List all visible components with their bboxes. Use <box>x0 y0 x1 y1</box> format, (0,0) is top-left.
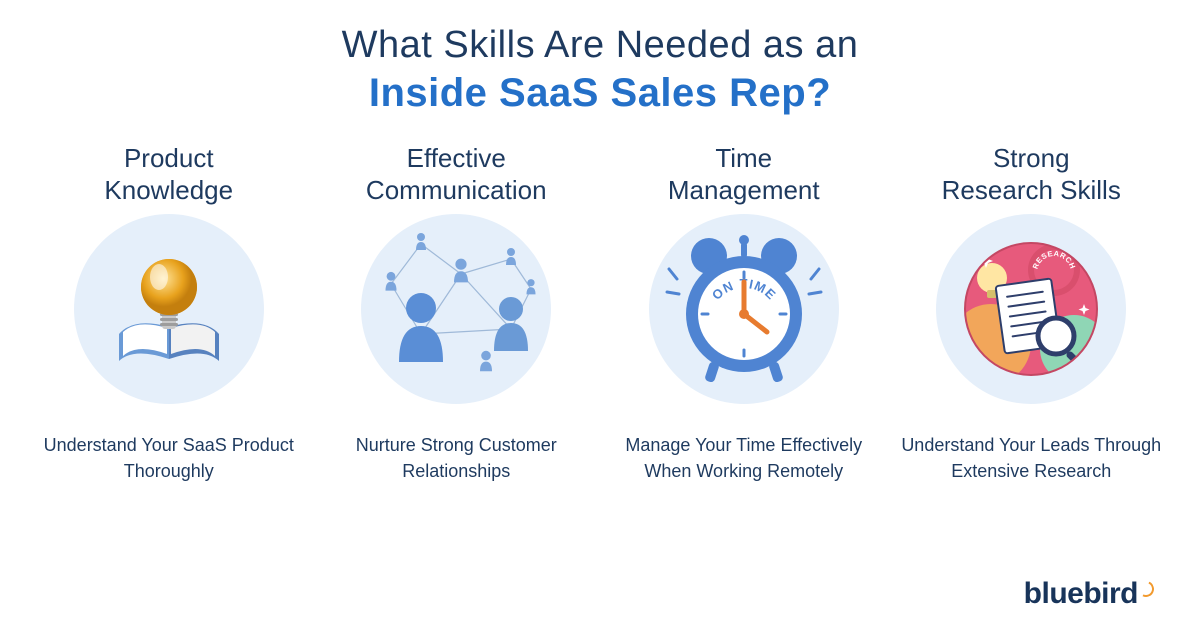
brand-logo-mark-icon <box>1138 581 1154 597</box>
skill-description: Nurture Strong Customer Relationships <box>326 432 586 484</box>
skill-circle <box>74 214 264 404</box>
alarm-clock-icon: ON TIME <box>659 224 829 394</box>
skills-row: Product Knowledge <box>0 116 1200 484</box>
brand-logo-text: bluebird <box>1024 577 1138 611</box>
title-line-2: Inside SaaS Sales Rep? <box>0 71 1200 116</box>
people-network-icon <box>361 214 551 404</box>
skill-title: Strong Research Skills <box>942 140 1121 208</box>
skill-title: Effective Communication <box>366 140 547 208</box>
skill-description: Manage Your Time Effectively When Workin… <box>614 432 874 484</box>
skill-effective-communication: Effective Communication <box>318 140 596 484</box>
skill-title: Time Management <box>668 140 820 208</box>
skill-product-knowledge: Product Knowledge <box>30 140 308 484</box>
brand-logo: bluebird <box>1024 577 1154 611</box>
skill-description: Understand Your Leads Through Extensive … <box>901 432 1161 484</box>
skill-circle <box>361 214 551 404</box>
skill-description: Understand Your SaaS Product Thoroughly <box>39 432 299 484</box>
skill-strong-research: Strong Research Skills RESEARCH <box>893 140 1171 484</box>
skill-circle: RESEARCH <box>936 214 1126 404</box>
title-line-1: What Skills Are Needed as an <box>0 24 1200 67</box>
skill-title: Product Knowledge <box>104 140 233 208</box>
skill-circle: ON TIME <box>649 214 839 404</box>
book-lightbulb-icon <box>99 239 239 379</box>
skill-time-management: Time Management <box>605 140 883 484</box>
title-block: What Skills Are Needed as an Inside SaaS… <box>0 0 1200 116</box>
research-collage-icon: RESEARCH <box>956 234 1106 384</box>
